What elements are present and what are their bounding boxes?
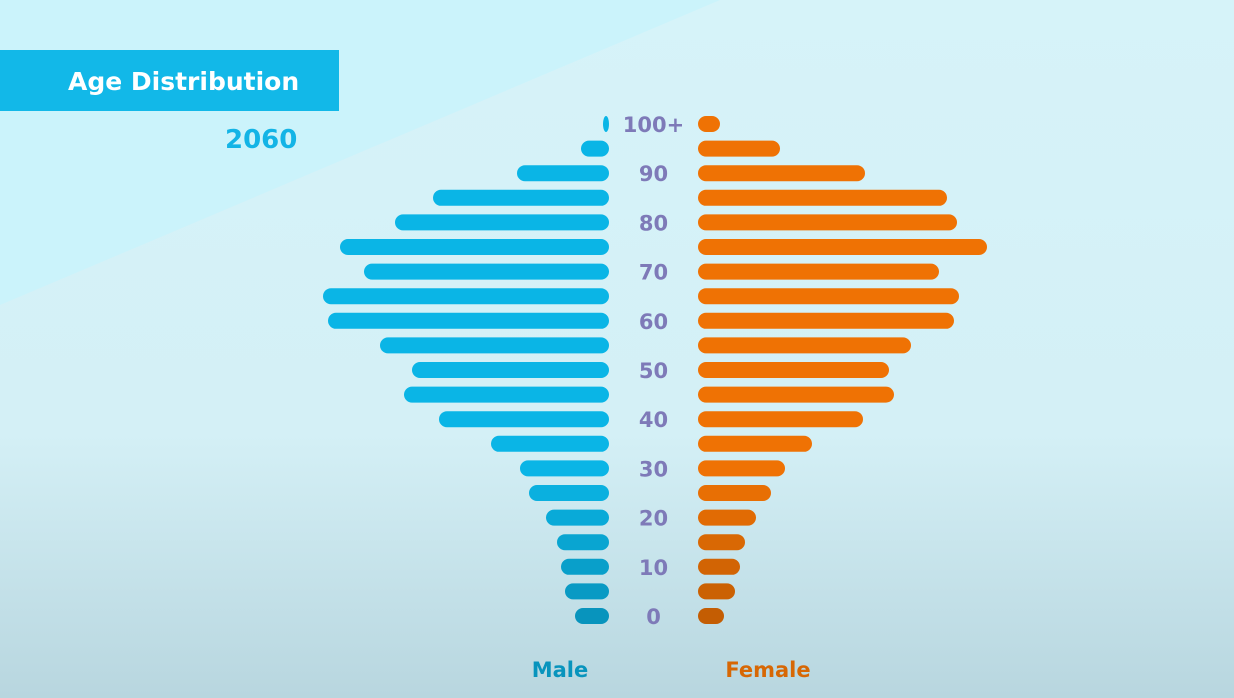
bar-female-45 bbox=[698, 386, 894, 403]
bar-female-65 bbox=[698, 288, 959, 305]
bar-female-10 bbox=[698, 558, 740, 575]
bar-male-50 bbox=[412, 362, 609, 378]
bar-female-35 bbox=[698, 435, 812, 452]
bar-female-20 bbox=[698, 509, 756, 526]
bar-male-55 bbox=[380, 337, 609, 354]
tick-label-70: 70 bbox=[639, 261, 668, 285]
chart-subtitle: 2060 bbox=[225, 125, 298, 155]
bar-male-100+ bbox=[603, 116, 609, 132]
bar-male-5 bbox=[565, 583, 609, 600]
bar-female-75 bbox=[698, 239, 987, 255]
bar-female-15 bbox=[698, 534, 745, 551]
tick-label-0: 0 bbox=[646, 605, 661, 629]
bar-female-85 bbox=[698, 189, 947, 206]
tick-label-50: 50 bbox=[639, 359, 668, 383]
bar-male-90 bbox=[517, 165, 609, 182]
tick-label-60: 60 bbox=[639, 310, 668, 334]
bar-female-60 bbox=[698, 312, 954, 329]
age-tick-labels: 100+ 90 80 70 60 50 40 30 20 10 0 bbox=[623, 113, 684, 629]
bar-male-60 bbox=[328, 312, 609, 329]
female-bars bbox=[698, 116, 987, 624]
legend: Male Female bbox=[532, 658, 811, 682]
bar-female-40 bbox=[698, 411, 863, 428]
bar-male-20 bbox=[546, 509, 609, 526]
bar-female-30 bbox=[698, 460, 785, 477]
bar-female-5 bbox=[698, 583, 735, 600]
bar-male-65 bbox=[323, 288, 609, 305]
bar-male-30 bbox=[520, 460, 609, 477]
bar-male-95 bbox=[581, 140, 609, 157]
tick-label-100plus: 100+ bbox=[623, 113, 684, 137]
bar-male-35 bbox=[491, 435, 609, 452]
chart-title: Age Distribution bbox=[68, 67, 300, 96]
legend-female: Female bbox=[725, 658, 810, 682]
bar-male-70 bbox=[364, 263, 609, 280]
tick-label-30: 30 bbox=[639, 457, 668, 481]
bar-male-15 bbox=[557, 534, 609, 551]
bar-male-85 bbox=[433, 189, 609, 206]
bar-female-90 bbox=[698, 165, 865, 182]
bar-female-25 bbox=[698, 485, 771, 501]
tick-label-80: 80 bbox=[639, 211, 668, 235]
bar-female-100+ bbox=[698, 116, 720, 132]
bar-female-0 bbox=[698, 608, 724, 624]
bar-male-0 bbox=[575, 608, 609, 624]
bar-male-45 bbox=[404, 386, 609, 403]
tick-label-20: 20 bbox=[639, 507, 668, 531]
bar-male-40 bbox=[439, 411, 609, 428]
tick-label-90: 90 bbox=[639, 162, 668, 186]
bar-female-80 bbox=[698, 214, 957, 231]
legend-male: Male bbox=[532, 658, 589, 682]
bar-female-55 bbox=[698, 337, 911, 354]
tick-label-40: 40 bbox=[639, 408, 668, 432]
tick-label-10: 10 bbox=[639, 556, 668, 580]
bar-male-80 bbox=[395, 214, 609, 231]
bar-male-10 bbox=[561, 558, 609, 575]
bar-male-25 bbox=[529, 485, 609, 501]
bar-female-95 bbox=[698, 140, 780, 157]
bar-female-50 bbox=[698, 362, 889, 378]
title-banner bbox=[0, 50, 339, 111]
bar-male-75 bbox=[340, 239, 609, 255]
bar-female-70 bbox=[698, 263, 939, 280]
male-bars bbox=[323, 116, 609, 624]
